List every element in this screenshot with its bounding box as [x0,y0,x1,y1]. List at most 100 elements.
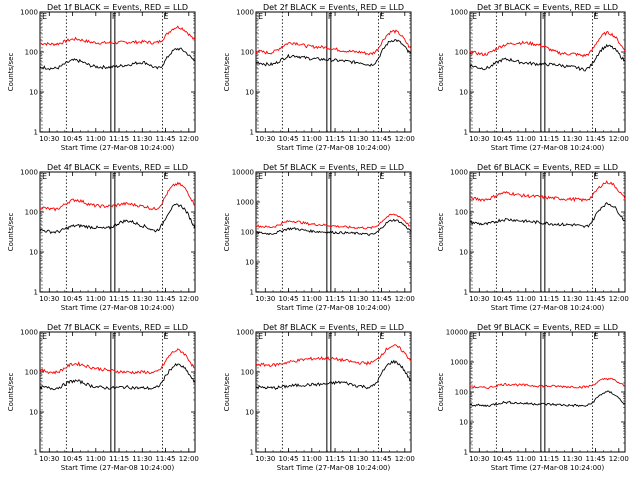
x-tick-label: 11:00 [86,135,106,143]
x-tick-label: 11:30 [348,135,368,143]
series-events [469,390,626,408]
x-tick-label: 11:30 [132,295,152,303]
x-tick-label: 11:00 [302,455,322,463]
y-tick-label: 1 [34,129,38,137]
detector-panel-2: Det 2f BLACK = Events, RED = LLD 1 10 100 10… [223,3,415,152]
x-tick-label: 11:45 [371,295,391,303]
detector-panel-6: Det 6f BLACK = Events, RED = LLD 1 10 100 10… [437,163,629,312]
series-events [39,47,196,71]
y-tick-label: 1000 [20,329,38,337]
x-axis-label: Start Time (27-Mar-08 10:24:00) [61,464,175,472]
series-lld [469,377,626,390]
series-lld [39,348,195,375]
panel-title: Det 6f BLACK = Events, RED = LLD [477,163,618,172]
y-axis-label: Counts/sec [437,373,445,412]
series-lld [255,344,412,368]
y-tick-label: 10 [29,89,38,97]
detector-panel-9: Det 9f BLACK = Events, RED = LLD 1 10 100 10… [437,323,629,472]
x-tick-label: 11:00 [86,295,106,303]
y-tick-label: 1 [34,289,38,297]
series-lld [469,180,626,203]
y-tick-label: 10 [459,89,468,97]
y-tick-label: 1 [250,289,254,297]
x-tick-label: 12:00 [395,455,415,463]
x-axis-label: Start Time (27-Mar-08 10:24:00) [277,144,391,152]
detector-panel-5: Det 5f BLACK = Events, RED = LLD 1 10 100 10… [223,163,415,312]
x-tick-label: 11:15 [109,295,129,303]
marker-tag-left: E [258,12,263,21]
x-tick-label: 11:15 [539,135,559,143]
x-axis-label: Start Time (27-Mar-08 10:24:00) [61,304,175,312]
plot-frame [39,331,196,453]
x-axis-label: Start Time (27-Mar-08 10:24:00) [277,304,391,312]
x-tick-label: 11:45 [585,295,605,303]
marker-tag-right: E [163,172,168,181]
y-tick-label: 1 [250,129,254,137]
plot-frame [469,331,626,453]
y-tick-label: 100 [241,49,254,57]
y-tick-label: 10 [459,419,468,427]
x-tick-label: 12:00 [395,135,415,143]
series-events [469,201,626,229]
marker-tag-right: E [163,332,168,341]
x-tick-label: 10:45 [62,295,82,303]
x-tick-label: 12:00 [179,295,199,303]
x-tick-label: 11:15 [539,455,559,463]
detector-panel-1: Det 1f BLACK = Events, RED = LLD 1 10 100 10… [7,3,199,152]
x-tick-label: 11:00 [86,455,106,463]
x-tick-label: 11:15 [325,295,345,303]
x-tick-label: 10:45 [62,135,82,143]
x-tick-label: 10:45 [278,295,298,303]
detector-panel-4: Det 4f BLACK = Events, RED = LLD 1 10 100 10… [7,163,199,312]
marker-tag-mid: F [112,172,117,181]
y-tick-label: 1000 [20,169,38,177]
y-axis-label: Counts/sec [437,53,445,92]
panel-title: Det 8f BLACK = Events, RED = LLD [263,323,404,332]
x-tick-label: 11:30 [562,135,582,143]
marker-tag-left: E [258,332,263,341]
panel-title: Det 3f BLACK = Events, RED = LLD [477,3,618,12]
panel-title: Det 1f BLACK = Events, RED = LLD [47,3,188,12]
series-lld [255,213,412,230]
y-tick-label: 1000 [450,9,468,17]
panel-title: Det 5f BLACK = Events, RED = LLD [263,163,404,172]
plot-frame [469,11,626,133]
y-axis-label: Counts/sec [223,213,231,252]
marker-tag-right: E [593,12,598,21]
y-tick-label: 10 [245,259,254,267]
marker-tag-right: E [379,172,384,181]
series-lld [39,181,196,212]
series-events [255,218,412,237]
x-tick-label: 11:15 [109,135,129,143]
x-tick-label: 10:30 [255,295,275,303]
marker-tag-right: E [593,172,598,181]
y-tick-label: 1 [464,129,468,137]
x-tick-label: 11:00 [516,455,536,463]
x-tick-label: 11:30 [348,295,368,303]
y-tick-label: 1 [34,449,38,457]
y-tick-label: 10 [29,249,38,257]
y-tick-label: 10000 [232,169,254,177]
marker-tag-right: E [163,12,168,21]
series-events [39,203,196,235]
x-tick-label: 11:30 [562,295,582,303]
marker-tag-right: E [593,332,598,341]
x-tick-label: 12:00 [609,455,629,463]
marker-tag-right: E [379,12,384,21]
x-tick-label: 12:00 [179,455,199,463]
x-tick-label: 12:00 [395,295,415,303]
y-tick-label: 1000 [236,199,254,207]
x-tick-label: 12:00 [609,295,629,303]
x-tick-label: 10:45 [492,455,512,463]
y-axis-label: Counts/sec [7,53,15,92]
x-tick-label: 10:45 [492,295,512,303]
x-tick-label: 11:45 [371,135,391,143]
y-tick-label: 100 [25,369,38,377]
y-axis-label: Counts/sec [7,373,15,412]
marker-tag-left: E [42,172,47,181]
y-tick-label: 1000 [450,359,468,367]
plot-frame [255,331,412,453]
x-tick-label: 11:00 [302,135,322,143]
y-tick-label: 10 [29,409,38,417]
detector-panel-3: Det 3f BLACK = Events, RED = LLD 1 10 100 10… [437,3,629,152]
